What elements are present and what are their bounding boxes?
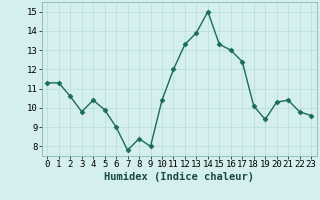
X-axis label: Humidex (Indice chaleur): Humidex (Indice chaleur) bbox=[104, 172, 254, 182]
